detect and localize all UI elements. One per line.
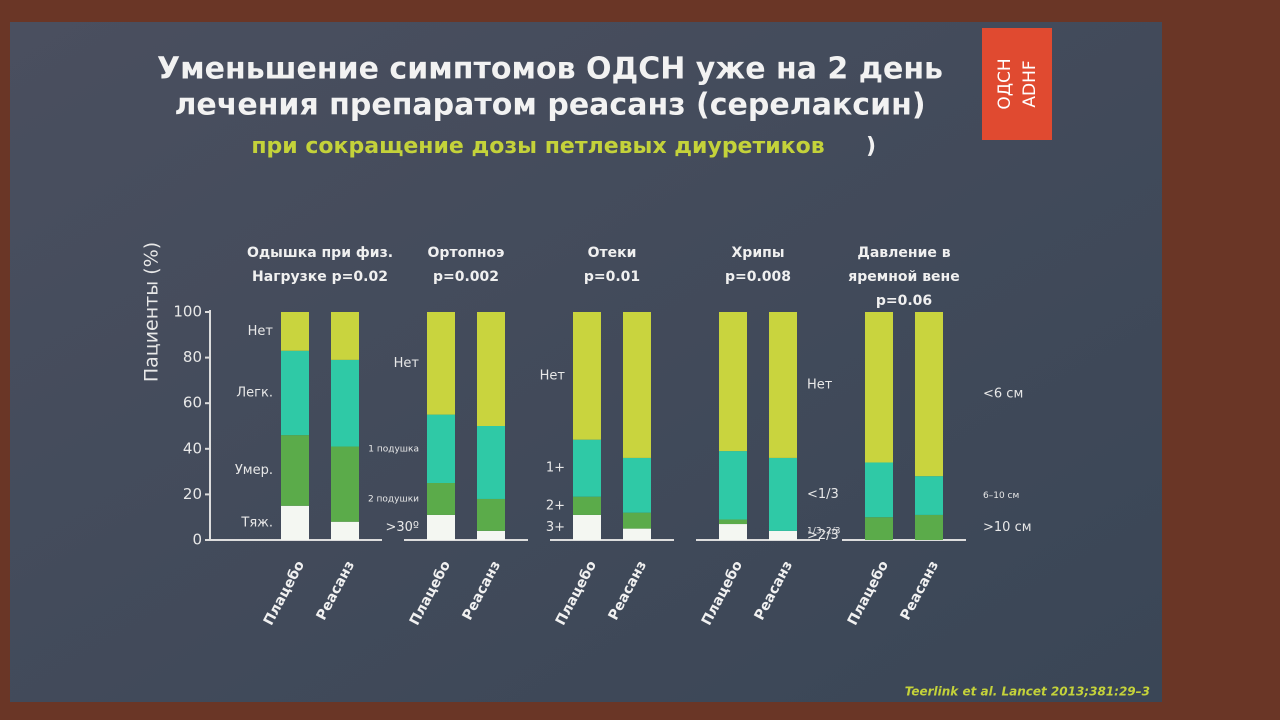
y-tick-label: 60 — [183, 394, 202, 412]
segment-label: Тяж. — [240, 515, 273, 530]
bar-segment — [477, 530, 505, 540]
group-title: Отеки — [588, 245, 637, 261]
bar-segment — [281, 505, 309, 540]
segment-label: 2 подушки — [368, 494, 419, 504]
segment-label: 1+ — [546, 461, 565, 476]
bar-segment — [427, 514, 455, 540]
bar-segment — [331, 312, 359, 360]
citation: Teerlink et al. Lancet 2013;381:29–3 — [905, 685, 1150, 699]
title: Уменьшение симптомов ОДСН уже на 2 день — [157, 52, 943, 87]
bar-segment — [719, 524, 747, 540]
y-tick-label: 20 — [183, 485, 202, 503]
bar-segment — [623, 528, 651, 540]
bar-segment — [281, 350, 309, 436]
y-tick-label: 80 — [183, 348, 202, 366]
bar-segment — [769, 457, 797, 531]
segment-label: 2+ — [546, 498, 565, 513]
subtitle: при сокращение дозы петлевых диуретиков — [251, 134, 824, 159]
title: лечения препаратом реасанз (серелаксин) — [174, 88, 925, 123]
segment-label: >10 см — [983, 520, 1032, 535]
y-tick-label: 40 — [183, 439, 202, 457]
badge-text: ОДСН — [995, 58, 1015, 109]
bar-segment — [427, 312, 455, 415]
segment-label: >30º — [385, 520, 419, 535]
segment-label: 1 подушка — [368, 444, 419, 454]
badge-text: ADHF — [1020, 60, 1040, 107]
bar-segment — [769, 530, 797, 540]
bar-segment — [477, 312, 505, 426]
segment-label: Нет — [807, 377, 833, 392]
subtitle-close: ) — [866, 134, 876, 159]
bar-segment — [477, 498, 505, 531]
bar-segment — [573, 312, 601, 440]
bar-segment — [281, 312, 309, 351]
bar-segment — [865, 517, 893, 540]
group-title: Нагрузке p=0.02 — [252, 269, 388, 285]
group-title: p=0.06 — [876, 293, 932, 309]
bar-segment — [915, 476, 943, 515]
bar-segment — [331, 521, 359, 540]
bar-segment — [623, 457, 651, 513]
segment-label: 3+ — [546, 520, 565, 535]
bar-segment — [477, 426, 505, 499]
bar-segment — [331, 359, 359, 447]
bar-segment — [865, 462, 893, 518]
bar-segment — [719, 451, 747, 520]
bar-segment — [281, 435, 309, 506]
bar-segment — [427, 483, 455, 515]
bar-segment — [573, 496, 601, 515]
segment-label: Нет — [540, 368, 566, 383]
segment-label: >2/3 — [807, 528, 839, 543]
badge — [982, 28, 1052, 140]
bar-segment — [623, 312, 651, 458]
segment-label: 6–10 см — [983, 491, 1019, 501]
group-title: p=0.008 — [725, 269, 791, 285]
bar-segment — [573, 514, 601, 540]
group-title: Хрипы — [732, 245, 785, 261]
segment-label: <6 см — [983, 387, 1023, 402]
y-tick-label: 0 — [192, 531, 202, 549]
bar-segment — [865, 312, 893, 463]
segment-label: Легк. — [236, 385, 273, 400]
group-title: p=0.01 — [584, 269, 640, 285]
segment-label: Нет — [248, 324, 274, 339]
group-title: p=0.002 — [433, 269, 499, 285]
bar-segment — [427, 414, 455, 483]
bar-segment — [769, 312, 797, 458]
bar-segment — [719, 519, 747, 525]
segment-label: Нет — [394, 356, 420, 371]
bar-segment — [331, 446, 359, 522]
segment-label: Умер. — [235, 463, 273, 478]
bar-segment — [719, 312, 747, 452]
group-title: Ортопноэ — [428, 245, 505, 261]
group-title: Давление в — [857, 245, 950, 261]
bar-segment — [915, 312, 943, 477]
group-title: яремной вене — [848, 269, 959, 285]
segment-label: 1/3–2/3 — [807, 526, 840, 536]
bar-segment — [573, 439, 601, 497]
y-tick-label: 100 — [173, 303, 202, 321]
segment-label: <1/3 — [807, 487, 839, 502]
bar-segment — [623, 512, 651, 529]
group-title: Одышка при физ. — [247, 245, 393, 261]
y-axis-label: Пациенты (%) — [141, 242, 163, 382]
bar-segment — [915, 514, 943, 540]
